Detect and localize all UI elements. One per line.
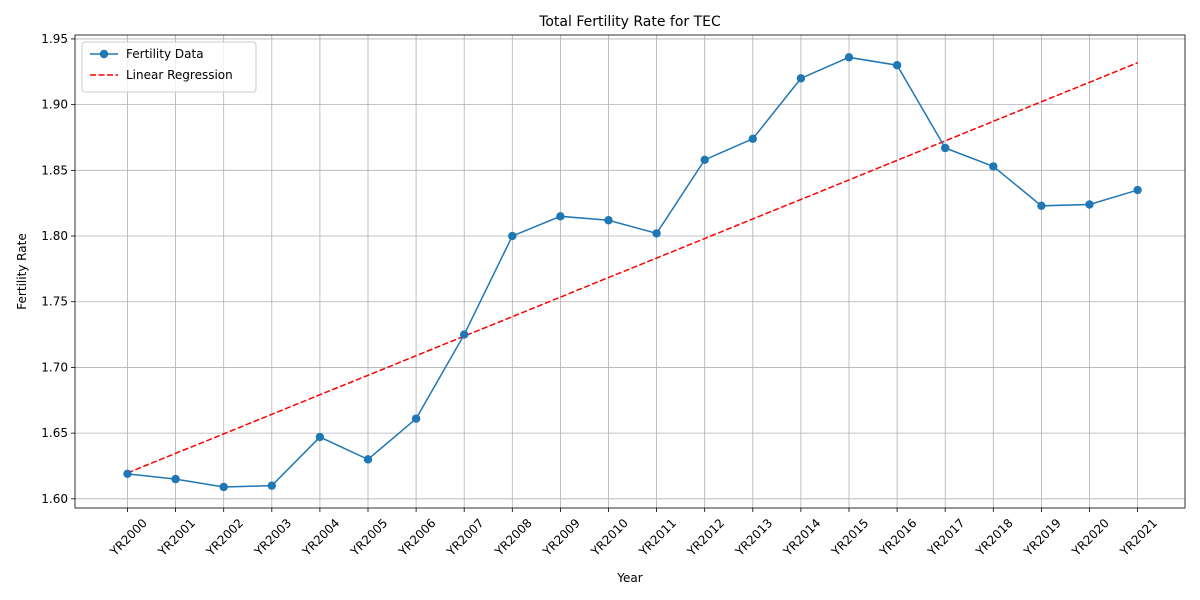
x-axis-label: Year [616,571,642,585]
x-tick-label: YR2008 [491,516,534,559]
x-tick-label: YR2005 [347,516,390,559]
legend-label-fertility-data: Fertility Data [126,47,204,61]
x-tick-label: YR2015 [828,516,871,559]
y-axis-label: Fertility Rate [15,233,29,309]
x-tick-label: YR2000 [107,516,150,559]
fertility-data-point [219,482,228,492]
x-tick-label: YR2006 [395,516,438,559]
fertility-data-point [1133,185,1142,195]
x-tick-label: YR2016 [876,516,919,559]
fertility-data-point [171,474,180,484]
fertility-data-point [892,61,902,70]
fertility-data-point [363,455,373,464]
x-tick-label: YR2009 [540,516,583,559]
fertility-data-point [748,134,757,143]
fertility-data-point [460,330,469,339]
fertility-data-point [267,481,276,490]
fertility-data-point [508,231,517,241]
fertility-data-point [844,53,854,62]
chart-title: Total Fertility Rate for TEC [538,14,721,30]
fertility-data-point [1085,200,1094,209]
fertility-data-point [604,216,613,225]
legend-box [81,41,257,93]
fertility-data-point [315,432,325,442]
x-tick-label: YR2019 [1021,516,1064,559]
y-tick-label: 1.85 [41,163,68,177]
fertility-data-point [1037,201,1046,211]
x-tick-label: YR2021 [1117,516,1160,559]
x-tick-label: YR2003 [251,516,294,559]
x-tick-label: YR2007 [443,516,486,559]
y-tick-label: 1.95 [41,32,68,46]
x-tick-label: YR2014 [780,516,823,559]
x-tick-label: YR2004 [299,516,342,559]
x-tick-label: YR2012 [684,516,727,559]
x-tick-label: YR2013 [732,516,775,559]
fertility-data-point [123,469,132,479]
y-tick-label: 1.75 [41,295,68,309]
x-tick-label: YR2017 [924,516,967,559]
x-tick-label: YR2018 [972,516,1015,559]
fertility-data-point [989,162,998,171]
x-tick-label: YR2011 [636,516,679,559]
y-tick-label: 1.80 [41,229,68,243]
x-tick-label: YR2001 [155,516,198,559]
fertility-data-point [700,155,709,165]
fertility-data-point [556,212,565,221]
regression-line [127,62,1138,474]
x-tick-label: YR2010 [588,516,631,559]
y-tick-label: 1.70 [41,360,68,374]
y-tick-label: 1.90 [41,98,68,112]
legend-entry-fertility-data: Fertility Data [90,47,204,61]
fertility-data-point [941,143,950,153]
fertility-data-line [127,56,1138,488]
y-tick-label: 1.60 [41,492,68,506]
legend-label-linear-regression: Linear Regression [126,68,233,82]
x-tick-label: YR2002 [203,516,246,559]
fertility-data-point [411,414,421,423]
legend-marker-fertility-data [99,49,109,59]
x-tick-label: YR2020 [1069,516,1112,559]
fertility-data-point [796,74,806,83]
plot-frame [74,34,1186,509]
fertility-data-point [652,229,661,238]
grid [75,35,1185,508]
legend: Fertility Data Linear Regression [81,41,257,93]
y-tick-label: 1.65 [41,426,68,440]
plot-series [123,53,1142,492]
legend-entry-linear-regression: Linear Regression [90,68,233,82]
